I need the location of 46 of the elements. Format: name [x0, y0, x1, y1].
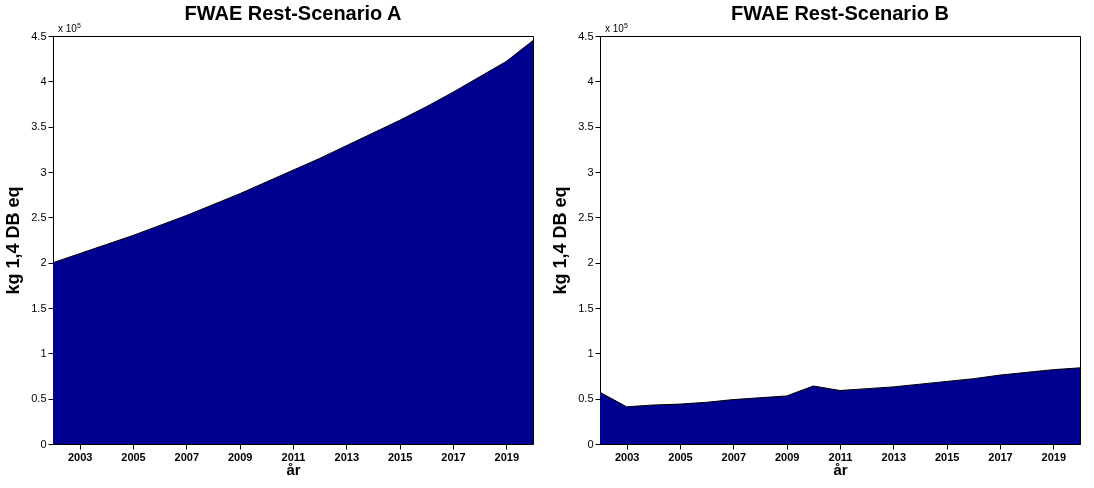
- x-tick-label: 2005: [121, 450, 146, 463]
- y-tick-label: 1: [40, 346, 47, 359]
- x-tick-label: 2015: [934, 450, 960, 463]
- x-tick-label: 2011: [281, 450, 306, 463]
- x-tick-label: 2017: [441, 450, 466, 463]
- x-tick-label: 2005: [668, 450, 693, 463]
- y-tick-label: 3: [587, 165, 594, 178]
- y-tick-label: 1.5: [578, 301, 594, 314]
- x-tick-label: 2017: [988, 450, 1013, 463]
- x-tick-label: 2019: [494, 450, 520, 463]
- y-tick-label: 0.5: [578, 392, 594, 405]
- x-tick-label: 2009: [227, 450, 253, 463]
- x-tick-label: 2019: [1041, 450, 1067, 463]
- x-tick-label: 2003: [67, 450, 93, 463]
- y-tick-label: 4.5: [31, 29, 47, 42]
- y-tick-label: 4: [40, 74, 47, 87]
- x-tick-label: 2013: [881, 450, 907, 463]
- x-tick-label: 2007: [721, 450, 747, 463]
- chart-title: FWAE Rest-Scenario A: [184, 2, 402, 24]
- y-tick-label: 4.5: [578, 29, 594, 42]
- text: x 10$^{5}$: [605, 22, 628, 35]
- x-tick-label: 2003: [614, 450, 640, 463]
- y-tick-label: 1: [587, 346, 594, 359]
- y-tick-label: 0: [40, 437, 47, 450]
- y-tick-label: 1.5: [31, 301, 47, 314]
- y-tick-label: 3.5: [31, 120, 47, 133]
- x-axis-title: år: [286, 460, 301, 478]
- y-tick-label: 3.5: [578, 120, 594, 133]
- y-tick-label: 3: [40, 165, 47, 178]
- x-tick-label: 2013: [334, 450, 360, 463]
- y-tick-label: 4: [587, 74, 594, 87]
- y-tick-label: 2: [587, 256, 594, 269]
- y-axis-title: kg 1,4 DB eq: [550, 186, 571, 295]
- text: x 10$^{5}$: [58, 22, 81, 35]
- x-tick-label: 2007: [174, 450, 200, 463]
- y-axis-title: kg 1,4 DB eq: [3, 186, 24, 295]
- x-tick-label: 2009: [774, 450, 800, 463]
- chart-title: FWAE Rest-Scenario B: [731, 2, 949, 24]
- x-axis-title: år: [833, 460, 848, 478]
- x-tick-label: 2011: [828, 450, 853, 463]
- y-tick-label: 2: [40, 256, 47, 269]
- x-tick-label: 2015: [387, 450, 413, 463]
- y-tick-label: 2.5: [31, 210, 47, 223]
- y-tick-label: 0.5: [31, 392, 47, 405]
- y-tick-label: 2.5: [578, 210, 594, 223]
- y-tick-label: 0: [587, 437, 594, 450]
